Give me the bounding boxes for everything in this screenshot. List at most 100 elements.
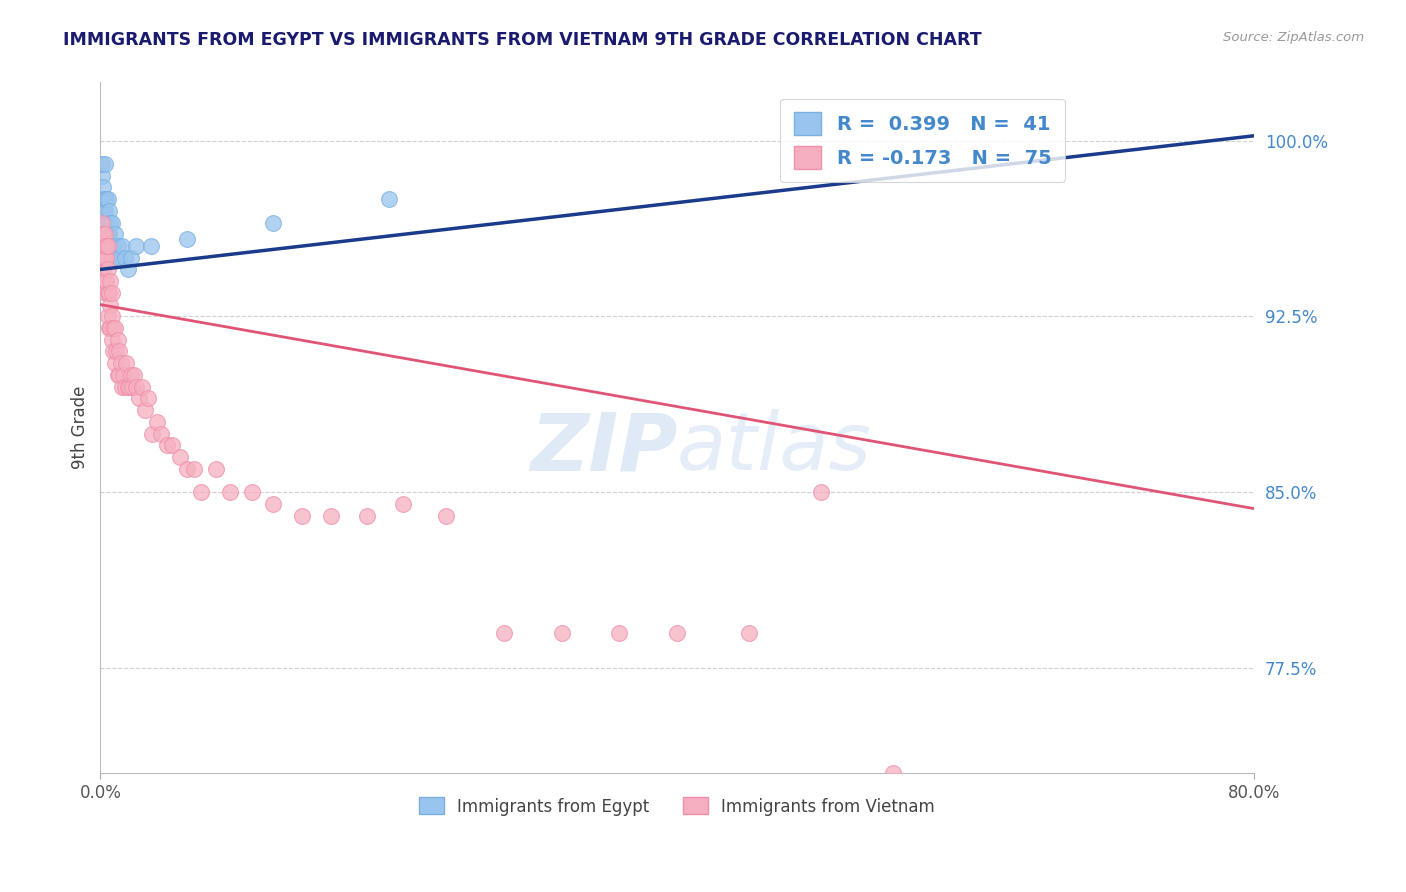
Point: [118, 379, 141, 393]
Point: [94, 251, 117, 265]
Point: [97, 239, 120, 253]
Point: [149, 426, 172, 441]
Point: [93, 215, 115, 229]
Point: [101, 251, 124, 265]
Point: [108, 344, 131, 359]
Point: [141, 426, 163, 441]
Point: [90, 169, 112, 183]
Point: [98, 227, 121, 242]
Point: [190, 485, 212, 500]
Point: [107, 368, 129, 382]
Point: [98, 285, 121, 300]
Point: [94, 239, 117, 253]
Point: [262, 497, 284, 511]
Point: [162, 438, 184, 452]
Point: [262, 215, 284, 229]
Text: atlas: atlas: [676, 409, 872, 487]
Point: [240, 485, 263, 500]
Point: [111, 379, 134, 393]
Point: [93, 192, 115, 206]
Point: [94, 274, 117, 288]
Point: [176, 232, 198, 246]
Point: [810, 485, 832, 500]
Point: [128, 392, 150, 406]
Point: [392, 497, 415, 511]
Point: [131, 379, 153, 393]
Point: [101, 285, 124, 300]
Point: [120, 251, 142, 265]
Point: [90, 239, 112, 253]
Point: [90, 227, 112, 242]
Point: [105, 251, 128, 265]
Point: [319, 508, 342, 523]
Point: [115, 356, 138, 370]
Point: [100, 297, 122, 311]
Point: [98, 203, 121, 218]
Point: [114, 251, 136, 265]
Point: [94, 285, 117, 300]
Point: [98, 239, 121, 253]
Point: [91, 251, 114, 265]
Point: [114, 379, 136, 393]
Point: [93, 203, 115, 218]
Point: [377, 192, 399, 206]
Point: [176, 461, 198, 475]
Point: [120, 368, 142, 382]
Point: [356, 508, 378, 523]
Point: [145, 415, 167, 429]
Point: [91, 203, 114, 218]
Point: [91, 180, 114, 194]
Point: [136, 392, 159, 406]
Point: [91, 192, 114, 206]
Point: [291, 508, 314, 523]
Point: [104, 321, 127, 335]
Point: [112, 368, 135, 382]
Point: [134, 403, 156, 417]
Point: [97, 262, 120, 277]
Point: [93, 227, 115, 242]
Point: [94, 227, 117, 242]
Point: [204, 461, 226, 475]
Point: [738, 625, 761, 640]
Point: [104, 227, 127, 242]
Point: [103, 239, 125, 253]
Point: [139, 239, 162, 253]
Point: [107, 333, 129, 347]
Point: [550, 625, 572, 640]
Point: [100, 321, 122, 335]
Point: [90, 157, 112, 171]
Point: [103, 321, 125, 335]
Point: [108, 368, 131, 382]
Point: [110, 356, 132, 370]
Point: [93, 274, 115, 288]
Y-axis label: 9th Grade: 9th Grade: [72, 386, 89, 469]
Point: [169, 450, 191, 464]
Point: [93, 239, 115, 253]
Point: [90, 215, 112, 229]
Point: [101, 310, 124, 324]
Point: [93, 157, 115, 171]
Point: [117, 379, 139, 393]
Point: [91, 227, 114, 242]
Point: [183, 461, 205, 475]
Point: [607, 625, 630, 640]
Point: [97, 310, 120, 324]
Point: [100, 239, 122, 253]
Point: [107, 239, 129, 253]
Point: [101, 215, 124, 229]
Point: [94, 192, 117, 206]
Point: [98, 321, 121, 335]
Point: [97, 227, 120, 242]
Point: [90, 192, 112, 206]
Point: [882, 766, 904, 780]
Point: [97, 239, 120, 253]
Point: [434, 508, 457, 523]
Point: [91, 227, 114, 242]
Point: [492, 625, 515, 640]
Point: [125, 239, 148, 253]
Point: [665, 625, 688, 640]
Point: [111, 239, 134, 253]
Point: [94, 215, 117, 229]
Point: [219, 485, 242, 500]
Point: [121, 379, 143, 393]
